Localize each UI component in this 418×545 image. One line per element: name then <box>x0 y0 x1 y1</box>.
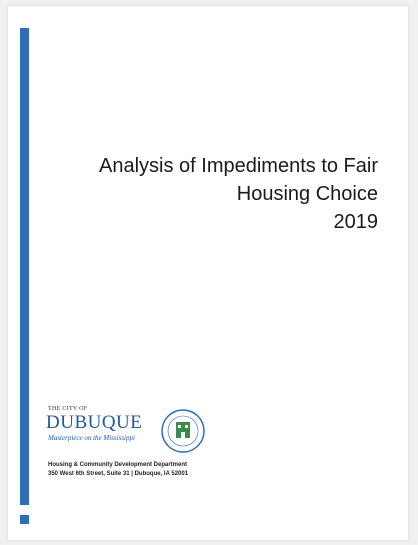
page: Analysis of Impediments to Fair Housing … <box>8 6 408 540</box>
department: Housing & Community Development Departme… <box>48 462 188 468</box>
title-line: Analysis of Impediments to Fair <box>99 155 378 177</box>
department-block: Housing & Community Development Departme… <box>48 461 188 479</box>
title-line: Housing Choice <box>236 183 378 205</box>
year: 2019 <box>333 211 379 233</box>
logo-tagline: Masterpiece on the Mississippi <box>48 434 135 442</box>
address: 350 West 6th Street, Suite 31 | Dubuque,… <box>48 471 189 477</box>
accent-bar <box>20 28 29 505</box>
logo-name: DUBUQUE <box>46 412 143 433</box>
accent-square <box>20 515 29 524</box>
hud-seal <box>161 409 205 453</box>
logo-prefix: THE CITY OF <box>48 406 88 412</box>
title-block: Analysis of Impediments to Fair Housing … <box>99 152 378 236</box>
